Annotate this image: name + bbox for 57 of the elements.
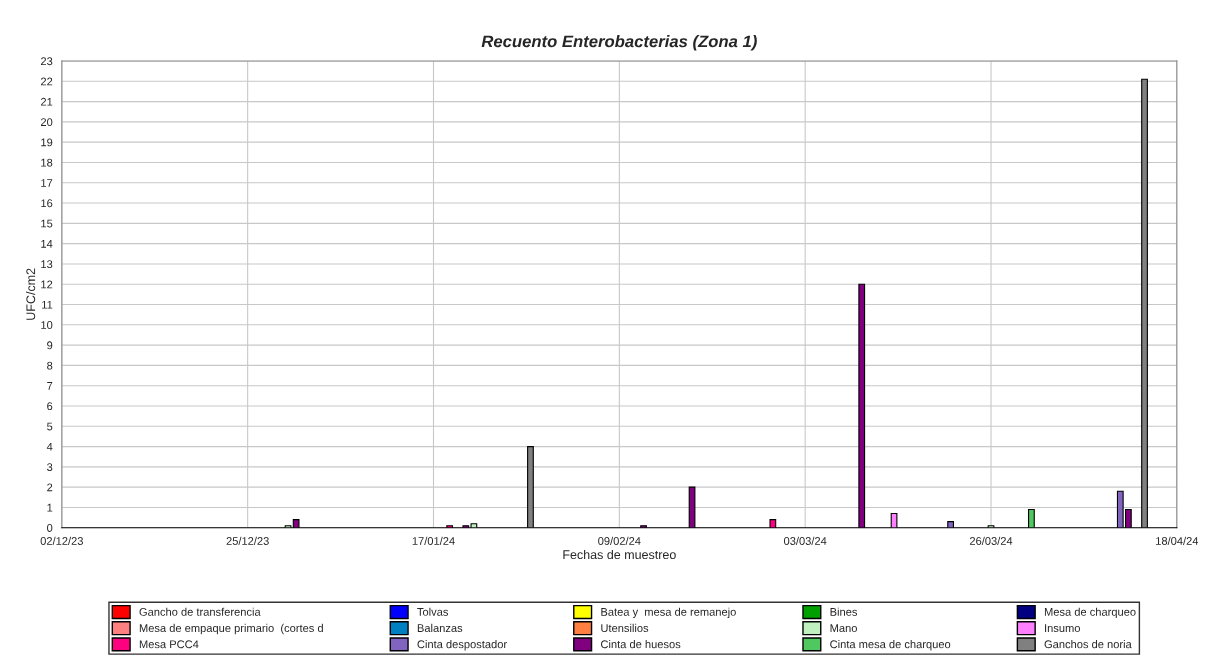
y-tick-label: 14 [41, 240, 53, 248]
y-tick-label: 16 [41, 199, 53, 208]
y-tick-label: 3 [47, 463, 53, 471]
legend-label: Cinta de huesos [601, 640, 681, 649]
y-tick-label: 23 [40, 57, 53, 66]
y-tick-label: 0 [47, 524, 53, 532]
legend-label: Bines [830, 607, 858, 616]
y-tick-label: 2 [47, 483, 53, 492]
y-tick-label: 15 [41, 219, 53, 228]
y-tick-label: 4 [46, 442, 53, 451]
legend-label: Mesa de charqueo [1044, 607, 1136, 619]
bar [858, 283, 866, 528]
y-tick-label: 11 [42, 300, 53, 309]
bar [1028, 508, 1035, 528]
y-tick-label: 8 [47, 361, 53, 370]
y-tick-label: 7 [47, 382, 53, 390]
legend-label: Mesa PCC4 [139, 640, 199, 649]
x-axis-title: Fechas de muestreo [563, 549, 676, 560]
legend-label: Utensilios [601, 623, 649, 633]
legend-label: Cinta mesa de charqueo [830, 640, 951, 651]
y-axis-title: UFC/cm2 [26, 268, 36, 320]
bar [947, 521, 954, 528]
bar [527, 446, 534, 528]
x-tick-label: 02/12/23 [40, 536, 83, 545]
x-tick-label: 09/02/24 [598, 536, 641, 545]
x-tick-label: 18/04/24 [1156, 536, 1199, 545]
y-tick-label: 20 [40, 118, 53, 127]
y-tick-label: 1 [47, 503, 53, 512]
legend-label: Insumo [1045, 624, 1080, 633]
y-tick-label: 6 [47, 402, 53, 411]
y-tick-label: 5 [47, 422, 53, 431]
y-tick-label: 13 [41, 260, 53, 269]
y-tick-label: 19 [41, 138, 53, 147]
legend-label: Tolvas [417, 607, 449, 616]
bar [890, 512, 898, 528]
legend-label: Ganchos de noria [1044, 640, 1132, 649]
y-tick-label: 12 [41, 280, 53, 289]
y-tick-label: 17 [41, 179, 53, 187]
x-tick-label: 03/03/24 [783, 536, 827, 545]
legend-label: Balanzas [417, 623, 463, 633]
y-tick-label: 22 [40, 77, 53, 86]
bar [688, 486, 696, 528]
x-tick-label: 26/03/24 [969, 536, 1013, 545]
x-tick-label: 25/12/23 [226, 536, 269, 545]
legend-label: Cinta despostador [417, 640, 507, 651]
legend-label: Mesa de empaque primario (cortes d [139, 623, 323, 635]
y-tick-label: 10 [41, 321, 53, 329]
legend-label: Mano [830, 624, 857, 633]
x-tick-label: 17/01/24 [412, 536, 455, 545]
bar [769, 519, 777, 528]
legend-label: Gancho de transferencia [139, 607, 261, 616]
chart-title: Recuento Enterobacterias (Zona 1) [481, 35, 757, 51]
bar [1141, 78, 1148, 528]
y-tick-label: 9 [47, 341, 53, 350]
y-tick-label: 18 [41, 158, 53, 167]
legend-label: Batea y mesa de remanejo [601, 607, 736, 619]
y-tick-label: 21 [40, 97, 53, 106]
